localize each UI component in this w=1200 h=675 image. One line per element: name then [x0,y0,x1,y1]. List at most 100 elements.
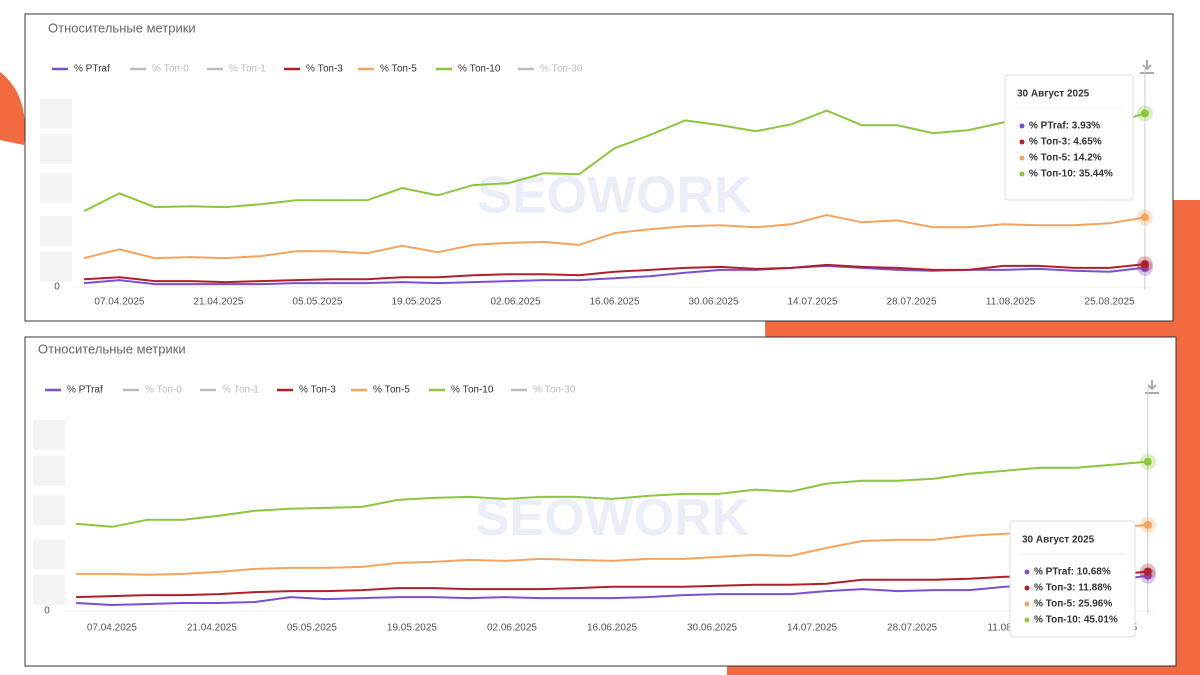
x-tick-label: 14.07.2025 [787,297,837,308]
series-line [83,109,1146,212]
blur [40,216,72,247]
tooltip-item: % Топ-10: 35.44% [1029,169,1113,180]
x-tick-label: 30.06.2025 [688,297,738,308]
tooltip-title: 30 Август 2025 [1022,535,1095,546]
tooltip-item: % Топ-3: 4.65% [1029,137,1102,148]
blur [33,455,65,486]
tooltip-dot [1019,171,1025,177]
x-tick-label: 05.05.2025 [287,623,337,634]
decor [0,72,25,145]
tooltip-item: % Топ-5: 25.96% [1034,599,1112,610]
tooltip-dot [1024,601,1030,607]
series-line [76,574,1149,607]
legend-item[interactable]: % Топ-3 [277,385,336,396]
tooltip-dot [1019,139,1025,145]
tooltip-dot [1024,585,1030,591]
blur [40,133,72,164]
x-tick-label: 30.06.2025 [687,623,737,634]
legend-label: % Топ-5 [380,64,417,75]
legend-label: % Топ-5 [373,385,410,396]
y-tick-label: 0 [54,282,60,293]
legend-label: % Топ-0 [145,385,182,396]
legend-item[interactable]: % PTraf [52,64,110,75]
legend-label: % Топ-30 [540,64,583,75]
tooltip-item: % PTraf: 3.93% [1029,121,1100,132]
blur [33,419,65,450]
legend-label: % Топ-0 [152,64,189,75]
blur [40,251,72,282]
end-point [1143,457,1152,466]
legend-item[interactable]: % Топ-1 [200,385,259,396]
end-point [1143,567,1152,576]
series-line [84,263,1146,284]
legend-label: % Топ-3 [299,385,336,396]
legend-item[interactable]: % Топ-0 [130,64,189,75]
x-tick-label: 11.08.2025 [986,297,1036,308]
series-line [83,213,1146,260]
legend-label: % Топ-1 [222,385,259,396]
x-tick-label: 16.06.2025 [589,297,639,308]
legend-item[interactable]: % Топ-30 [511,385,576,396]
legend-item[interactable]: % Топ-5 [351,385,410,396]
x-tick-label: 05.05.2025 [292,297,342,308]
tooltip [1004,74,1134,201]
x-tick-label: 28.07.2025 [887,623,937,634]
tooltip-dot [1024,617,1030,623]
x-tick-label: 07.04.2025 [94,297,144,308]
x-tick-label: 14.07.2025 [787,623,837,634]
blur [33,495,65,526]
x-tick-label: 25.08.2025 [1085,297,1135,308]
chart-title: Относительные метрики [38,341,186,356]
end-point [1140,213,1149,222]
legend-label: % Топ-1 [229,64,266,75]
end-point [1140,260,1149,269]
tooltip-item: % Топ-10: 45.01% [1034,615,1118,626]
blur [33,539,65,570]
end-point [1143,520,1152,529]
legend-item[interactable]: % Топ-30 [518,64,583,75]
legend-item[interactable]: % PTraf [45,385,103,396]
tooltip [1009,520,1136,638]
tooltip-item: % Топ-5: 14.2% [1029,153,1102,164]
end-point [1140,109,1149,118]
x-tick-label: 21.04.2025 [193,297,243,308]
series-line [76,460,1148,528]
watermark: SEOWORK [477,167,752,225]
legend-label: % Топ-10 [451,385,494,396]
x-tick-label: 19.05.2025 [391,297,441,308]
x-tick-label: 16.06.2025 [587,623,637,634]
series-line [76,523,1148,576]
chart-title: Относительные метрики [48,20,196,35]
x-tick-label: 02.06.2025 [490,297,540,308]
x-tick-label: 19.05.2025 [387,623,437,634]
tooltip-dot [1019,155,1025,161]
download-icon[interactable] [1145,380,1159,394]
x-tick-label: 02.06.2025 [487,623,537,634]
x-tick-label: 21.04.2025 [187,623,237,634]
blur [40,98,72,129]
download-icon[interactable] [1140,60,1154,74]
blur [33,575,65,606]
legend-item[interactable]: % Топ-1 [207,64,266,75]
legend-item[interactable]: % Топ-10 [429,385,494,396]
legend-item[interactable]: % Топ-5 [358,64,417,75]
tooltip-dot [1024,569,1030,575]
legend-label: % Топ-3 [306,64,343,75]
chart: Относительные метрики SEOWORK 0 07.04.2025 2… [40,20,1154,308]
legend-label: % PTraf [67,385,103,396]
x-tick-label: 07.04.2025 [87,623,137,634]
legend-item[interactable]: % Топ-0 [123,385,182,396]
legend-label: % Топ-30 [533,385,576,396]
legend-item[interactable]: % Топ-10 [436,64,501,75]
series-line [76,570,1148,599]
legend-item[interactable]: % Топ-3 [284,64,343,75]
tooltip-dot [1019,123,1025,129]
tooltip-title: 30 Август 2025 [1017,89,1090,100]
x-tick-label: 28.07.2025 [887,297,937,308]
tooltip-item: % Топ-3: 11.88% [1034,583,1112,594]
y-tick-label: 0 [44,606,50,617]
tooltip-item: % PTraf: 10.68% [1034,567,1111,578]
legend-label: % PTraf [74,64,110,75]
